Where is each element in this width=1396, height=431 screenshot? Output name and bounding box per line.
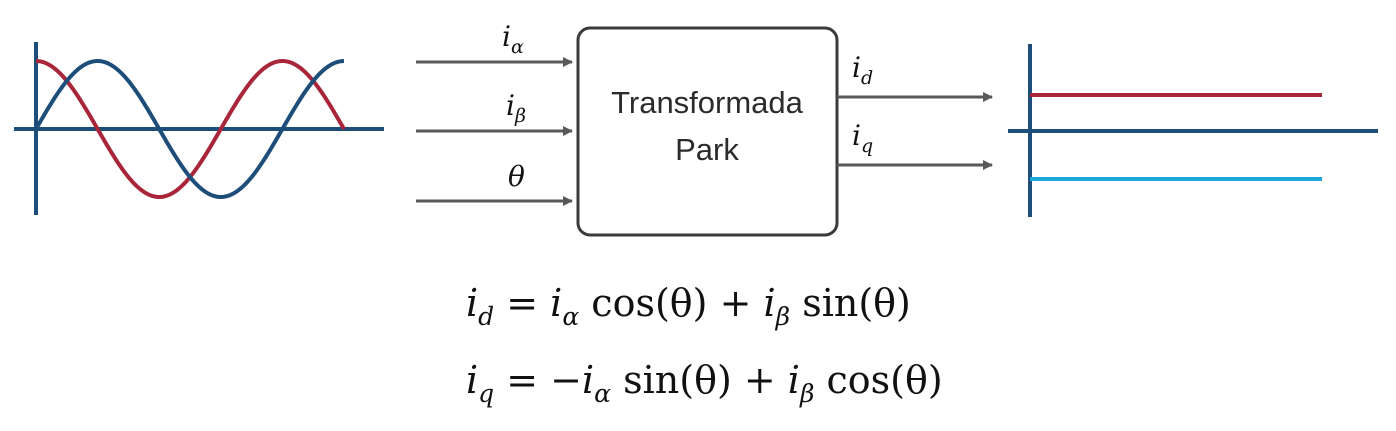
input-label-i-alpha: iα [502, 20, 524, 58]
output-dc-plot [1008, 44, 1378, 217]
output-label-i-q: iq [852, 119, 873, 157]
equation-i-d: id = iα cos(θ) + iβ sin(θ) [466, 281, 911, 331]
input-waveform-plot [14, 42, 384, 215]
park-block-box [576, 26, 839, 237]
park-equations: id = iα cos(θ) + iβ sin(θ) iq = −iα sin(… [466, 281, 943, 408]
input-arrows: iα iβ θ [416, 20, 573, 206]
input-label-theta: θ [508, 160, 525, 193]
park-block-title-line2: Park [675, 132, 739, 167]
equation-i-q: iq = −iα sin(θ) + iβ cos(θ) [466, 358, 943, 408]
output-label-i-d: id [852, 51, 873, 89]
park-block-title-line1: Transformada [611, 85, 804, 120]
sine-wave-blue [34, 58, 345, 199]
park-transform-block: Transformada Park [576, 26, 839, 237]
input-label-i-beta: iβ [506, 89, 526, 127]
output-arrows: id iq [837, 51, 993, 170]
